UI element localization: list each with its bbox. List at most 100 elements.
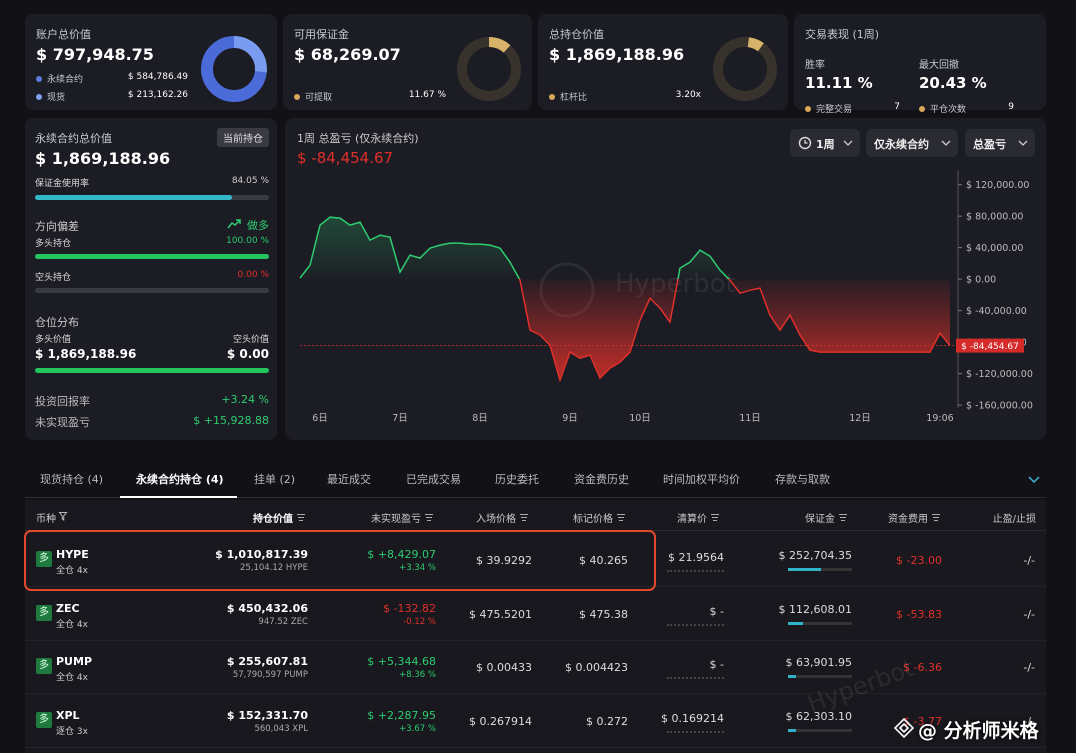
tab[interactable]: 现货持仓 (4) — [40, 473, 104, 486]
coin: PUMP — [56, 655, 93, 668]
position-size: 25,104.12 HYPE — [239, 563, 308, 573]
bar-fill — [35, 195, 232, 200]
column-header[interactable]: 清算价 — [677, 514, 707, 525]
mark-price: $ 475.38 — [579, 607, 628, 621]
funding: $ -3.77 — [903, 714, 942, 728]
x-tick-label: 10日 — [629, 413, 651, 424]
tab[interactable]: 已完成交易 — [406, 473, 461, 486]
unrealized-pnl: $ +8,429.07 — [367, 548, 436, 561]
short-amount: $ 0.00 — [226, 347, 269, 361]
mark-price: $ 40.265 — [579, 554, 628, 567]
graphic — [1028, 476, 1040, 484]
card-title: 可用保证金 — [294, 28, 349, 41]
column-header[interactable]: 持仓价值 — [253, 514, 293, 525]
margin-fill — [788, 621, 803, 625]
row-label: 未实现盈亏 — [35, 416, 90, 429]
card-title: 交易表现 (1周) — [805, 28, 880, 41]
margin-fill — [788, 728, 797, 732]
chevron — [843, 140, 853, 146]
dropdown[interactable]: 仅永续合约 — [866, 129, 958, 157]
unrealized-pnl: $ +2,287.95 — [367, 708, 436, 722]
funding: $ -6.36 — [903, 661, 942, 674]
item-value: 7 — [894, 102, 900, 112]
tab[interactable]: 资金费历史 — [574, 473, 629, 486]
chart-title: 1周 总盈亏 (仅永续合约) — [297, 132, 419, 145]
side-badge: 多 — [36, 604, 52, 621]
column-header[interactable]: 未实现盈亏 — [371, 514, 421, 525]
row-value: 0.00 % — [237, 270, 269, 280]
position-size: 947.52 ZEC — [258, 616, 308, 627]
table-row[interactable]: 多 HYPE 全仓 4x $ 1,010,817.39 25,104.12 HYPE $ … — [25, 533, 1046, 587]
column-header[interactable]: 资金费用 — [888, 514, 928, 525]
column-header[interactable]: 币种 — [36, 514, 56, 525]
sort-icon — [617, 514, 625, 521]
chevron — [941, 140, 951, 146]
summary-card: 可用保证金 $ 68,269.07 可提取 11.67 % — [283, 14, 532, 110]
legend-dot — [805, 106, 811, 112]
margin-mode: 全仓 4x — [56, 566, 88, 576]
entry-price: $ 39.9292 — [476, 554, 532, 567]
margin-track — [788, 621, 852, 625]
item-label: 现货 — [47, 93, 66, 103]
pnl-percent: +3.67 % — [399, 723, 436, 734]
liq-underline — [667, 623, 724, 626]
dropdown[interactable]: 1周 — [790, 129, 860, 157]
bar-track — [35, 288, 269, 293]
side-badge: 多 — [36, 551, 52, 567]
row-value: $ +15,928.88 — [193, 414, 269, 427]
y-tick-label: $ 80,000.00 — [966, 212, 1023, 223]
graphic — [893, 717, 915, 739]
pnl-percent: +8.36 % — [399, 670, 436, 680]
liq-price: $ - — [709, 658, 724, 671]
tp-sl: -/- — [1023, 607, 1035, 621]
card-value: $ 797,948.75 — [36, 45, 154, 64]
position-summary: 永续合约总价值 当前持仓 $ 1,869,188.96 保证金使用率 84.05 % 方向… — [25, 118, 277, 440]
row-value: 100.00 % — [226, 236, 269, 246]
column-header[interactable]: 入场价格 — [476, 514, 516, 525]
card-title: 总持仓价值 — [549, 28, 604, 41]
tab[interactable]: 时间加权平均价 — [663, 473, 740, 486]
x-tick-label: 11日 — [739, 413, 761, 424]
tab[interactable]: 最近成交 — [327, 473, 371, 486]
margin-mode: 逐仓 3x — [56, 726, 88, 737]
liq-price: $ 21.9564 — [668, 551, 724, 564]
table-row[interactable]: 多 PUMP 全仓 4x $ 255,607.81 57,790,597 PUMP $ +… — [25, 640, 1046, 694]
funding: $ -23.00 — [896, 554, 942, 567]
current-marker — [956, 338, 1024, 353]
position-value: $ 255,607.81 — [226, 655, 308, 668]
x-tick-label: 6日 — [312, 413, 328, 424]
liq-price: $ 0.169214 — [661, 711, 724, 725]
sort-icon — [425, 514, 433, 521]
table-row[interactable]: 多 ZEC 全仓 4x $ 450,432.06 947.52 ZEC $ -132.82… — [25, 587, 1046, 641]
legend-dot — [919, 106, 925, 112]
graphic — [713, 37, 777, 101]
tab-divider — [25, 497, 1046, 498]
panel-title: 永续合约总价值 — [35, 132, 112, 145]
pnl-percent: -0.12 % — [403, 616, 436, 627]
card-value: $ 1,869,188.96 — [549, 45, 685, 64]
tab[interactable]: 历史委托 — [495, 473, 539, 486]
coin: XPL — [56, 708, 80, 722]
item-value: 9 — [1008, 102, 1014, 112]
total-value: $ 1,869,188.96 — [35, 149, 171, 168]
liq-underline — [667, 570, 724, 572]
graphic: Hyperbot$ 120,000.00$ 80,000.00$ 40,000.… — [299, 170, 1033, 424]
stat-label: 最大回撤 — [919, 60, 959, 71]
position-size: 560,043 XPL — [254, 723, 308, 734]
column-header[interactable]: 标记价格 — [573, 514, 613, 525]
column-header[interactable]: 止盈/止损 — [992, 514, 1036, 525]
legend-dot — [36, 76, 42, 82]
table-row[interactable]: 多 XPL 逐仓 3x $ 152,331.70 560,043 XPL $ +2,287… — [25, 694, 1046, 748]
section-title: 仓位分布 — [35, 316, 79, 329]
graphic — [798, 136, 812, 150]
pnl-percent: +3.34 % — [399, 563, 436, 573]
trend-icon — [227, 219, 241, 229]
tab[interactable]: 挂单 (2) — [254, 473, 296, 486]
tab[interactable]: 永续合约持仓 (4) — [136, 473, 224, 486]
graphic — [457, 37, 521, 101]
dropdown[interactable]: 总盈亏 — [965, 129, 1035, 157]
tab[interactable]: 存款与取款 — [775, 473, 830, 486]
unrealized-pnl: $ -132.82 — [383, 601, 436, 615]
column-header[interactable]: 保证金 — [805, 514, 835, 525]
card-value: $ 68,269.07 — [294, 45, 401, 64]
